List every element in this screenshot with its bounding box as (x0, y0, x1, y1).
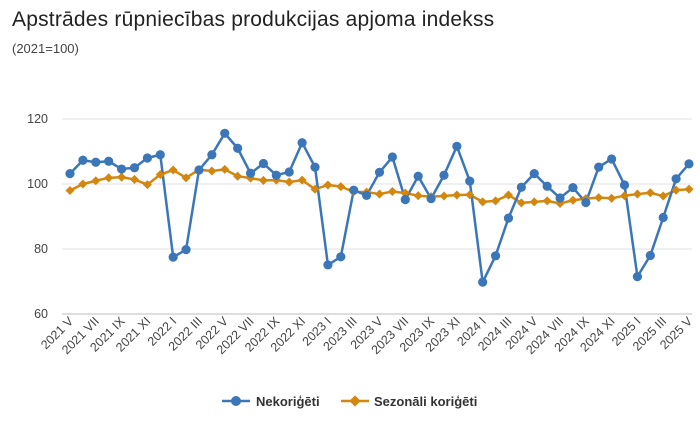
data-point-sezonali-korigeti[interactable] (491, 196, 501, 206)
y-tick-label: 120 (27, 112, 48, 126)
data-point-nekorigeti[interactable] (632, 272, 643, 282)
data-point-nekorigeti[interactable] (194, 165, 204, 175)
data-point-nekorigeti[interactable] (490, 251, 501, 261)
data-point-nekorigeti[interactable] (555, 193, 565, 203)
data-point-sezonali-korigeti[interactable] (658, 191, 668, 201)
data-point-nekorigeti[interactable] (658, 212, 668, 223)
data-point-nekorigeti[interactable] (245, 168, 256, 178)
data-point-sezonali-korigeti[interactable] (323, 180, 333, 190)
data-point-sezonali-korigeti[interactable] (413, 191, 423, 201)
data-point-nekorigeti[interactable] (349, 185, 359, 195)
data-point-sezonali-korigeti[interactable] (104, 173, 114, 183)
data-point-nekorigeti[interactable] (439, 170, 449, 180)
data-point-sezonali-korigeti[interactable] (233, 171, 243, 181)
data-point-nekorigeti[interactable] (387, 152, 397, 162)
data-point-sezonali-korigeti[interactable] (607, 193, 617, 203)
data-point-nekorigeti[interactable] (168, 252, 178, 262)
data-point-sezonali-korigeti[interactable] (439, 191, 449, 201)
data-point-nekorigeti[interactable] (594, 162, 604, 172)
legend: Nekoriģēti Sezonāli koriģēti (222, 394, 477, 409)
data-point-sezonali-korigeti[interactable] (78, 179, 88, 189)
data-point-nekorigeti[interactable] (233, 143, 243, 153)
data-point-nekorigeti[interactable] (129, 163, 140, 173)
y-tick-label: 80 (34, 242, 48, 256)
data-point-nekorigeti[interactable] (65, 169, 75, 179)
legend-label-sezonali-korigeti: Sezonāli koriģēti (374, 394, 477, 409)
data-point-nekorigeti[interactable] (607, 154, 617, 164)
series-markers (65, 128, 694, 287)
data-point-sezonali-korigeti[interactable] (529, 197, 539, 207)
gridlines (62, 118, 692, 315)
chart-title: Apstrādes rūpniecības produkcijas apjoma… (12, 8, 495, 31)
data-point-sezonali-korigeti[interactable] (91, 176, 101, 186)
data-point-nekorigeti[interactable] (542, 181, 552, 191)
data-point-nekorigeti[interactable] (181, 245, 191, 255)
data-point-nekorigeti[interactable] (336, 252, 346, 262)
data-point-sezonali-korigeti[interactable] (117, 172, 127, 182)
data-point-nekorigeti[interactable] (155, 150, 165, 160)
data-point-sezonali-korigeti[interactable] (594, 193, 604, 203)
data-point-nekorigeti[interactable] (91, 157, 101, 167)
data-point-sezonali-korigeti[interactable] (452, 190, 462, 200)
data-point-nekorigeti[interactable] (452, 141, 462, 151)
data-point-nekorigeti[interactable] (516, 182, 526, 192)
data-point-nekorigeti[interactable] (568, 182, 578, 193)
legend-item-sezonali-korigeti[interactable]: Sezonāli koriģēti (341, 394, 477, 409)
data-point-sezonali-korigeti[interactable] (336, 182, 346, 192)
data-point-nekorigeti[interactable] (220, 128, 230, 138)
data-point-sezonali-korigeti[interactable] (542, 196, 552, 206)
data-point-nekorigeti[interactable] (142, 153, 152, 163)
data-point-sezonali-korigeti[interactable] (632, 189, 642, 199)
data-point-nekorigeti[interactable] (619, 180, 630, 190)
data-point-sezonali-korigeti[interactable] (220, 164, 230, 174)
data-point-nekorigeti[interactable] (684, 159, 694, 169)
data-point-sezonali-korigeti[interactable] (65, 185, 75, 196)
data-point-sezonali-korigeti[interactable] (284, 177, 294, 187)
data-point-sezonali-korigeti[interactable] (568, 195, 578, 205)
data-point-nekorigeti[interactable] (413, 171, 423, 181)
data-point-sezonali-korigeti[interactable] (207, 166, 217, 176)
data-point-nekorigeti[interactable] (503, 213, 514, 223)
data-point-sezonali-korigeti[interactable] (645, 188, 655, 198)
data-point-nekorigeti[interactable] (671, 174, 681, 184)
data-point-sezonali-korigeti[interactable] (387, 186, 397, 197)
data-point-sezonali-korigeti[interactable] (142, 180, 152, 190)
data-point-nekorigeti[interactable] (478, 277, 488, 287)
data-point-sezonali-korigeti[interactable] (129, 174, 140, 184)
data-point-nekorigeti[interactable] (284, 167, 294, 177)
data-point-nekorigeti[interactable] (207, 150, 217, 160)
data-point-nekorigeti[interactable] (362, 190, 372, 200)
data-point-sezonali-korigeti[interactable] (478, 197, 488, 207)
data-point-nekorigeti[interactable] (581, 197, 591, 208)
y-axis-ticks: 60 80 100 120 (27, 112, 48, 321)
data-point-nekorigeti[interactable] (529, 169, 539, 179)
data-point-sezonali-korigeti[interactable] (684, 184, 694, 194)
legend-item-nekorigeti[interactable]: Nekoriģēti (222, 394, 320, 409)
data-point-nekorigeti[interactable] (116, 164, 127, 174)
data-point-nekorigeti[interactable] (465, 176, 475, 186)
data-point-nekorigeti[interactable] (271, 170, 281, 180)
data-point-nekorigeti[interactable] (426, 194, 436, 204)
data-point-sezonali-korigeti[interactable] (181, 173, 191, 183)
legend-label-nekorigeti: Nekoriģēti (256, 394, 320, 409)
data-point-nekorigeti[interactable] (104, 156, 114, 166)
data-point-sezonali-korigeti[interactable] (374, 189, 385, 199)
data-point-nekorigeti[interactable] (323, 260, 333, 270)
data-point-nekorigeti[interactable] (78, 155, 88, 165)
data-point-nekorigeti[interactable] (310, 162, 320, 172)
chart-subtitle: (2021=100) (12, 41, 79, 56)
data-point-sezonali-korigeti[interactable] (619, 191, 630, 201)
data-point-sezonali-korigeti[interactable] (155, 170, 165, 180)
data-point-nekorigeti[interactable] (645, 250, 655, 261)
y-tick-label: 60 (34, 307, 48, 321)
data-point-sezonali-korigeti[interactable] (400, 188, 410, 198)
data-point-nekorigeti[interactable] (297, 138, 307, 148)
data-point-nekorigeti[interactable] (374, 167, 385, 177)
data-point-nekorigeti[interactable] (258, 158, 269, 169)
y-tick-label: 100 (27, 177, 48, 191)
data-point-nekorigeti[interactable] (400, 195, 410, 205)
